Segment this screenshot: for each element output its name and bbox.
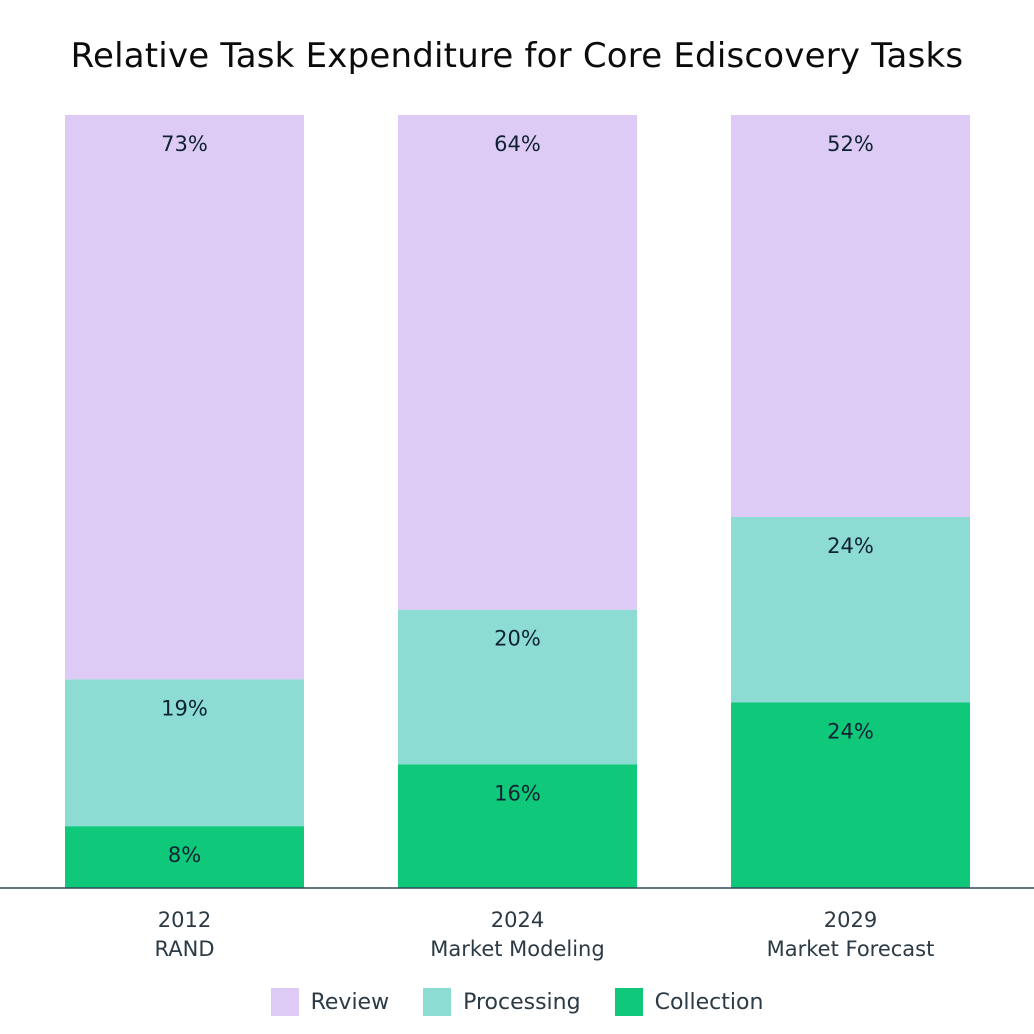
bar-segment-collection-2012 xyxy=(65,826,304,888)
legend-swatch-review xyxy=(270,988,299,1016)
legend-label-collection: Collection xyxy=(654,989,764,1015)
x-tick-label-source: Market Modeling xyxy=(430,937,604,961)
bar-segment-collection-2029 xyxy=(731,702,970,888)
data-label-processing-2029: 24% xyxy=(827,534,874,558)
legend-swatch-processing xyxy=(423,988,452,1016)
legend-label-review: Review xyxy=(310,989,390,1015)
x-tick-label-source: RAND xyxy=(155,937,215,961)
bar-segment-processing-2029 xyxy=(731,516,970,703)
x-tick-label-year: 2029 xyxy=(824,908,877,932)
data-label-review-2024: 64% xyxy=(494,132,541,156)
bar-segment-review-2029 xyxy=(731,115,970,517)
bar-segment-review-2012 xyxy=(65,115,304,680)
legend-item-collection: Collection xyxy=(614,988,764,1016)
data-label-collection-2024: 16% xyxy=(494,781,541,805)
x-tick-label-source: Market Forecast xyxy=(767,937,935,961)
bar-segment-processing-2012 xyxy=(65,679,304,827)
legend-item-processing: Processing xyxy=(423,988,581,1016)
x-tick-label-year: 2024 xyxy=(491,908,544,932)
legend-swatch-collection xyxy=(614,988,643,1016)
data-label-processing-2012: 19% xyxy=(161,696,208,720)
legend-label-processing: Processing xyxy=(463,989,581,1015)
data-label-processing-2024: 20% xyxy=(494,627,541,651)
data-label-collection-2012: 8% xyxy=(168,843,201,867)
x-tick-label-year: 2012 xyxy=(158,908,211,932)
legend-item-review: Review xyxy=(270,988,390,1016)
data-label-review-2012: 73% xyxy=(161,132,208,156)
bar-segment-processing-2024 xyxy=(398,609,637,765)
legend: Review Processing Collection xyxy=(0,988,1034,1016)
bar-segment-collection-2024 xyxy=(398,764,637,888)
chart-title: Relative Task Expenditure for Core Edisc… xyxy=(70,36,964,76)
bar-segment-review-2024 xyxy=(398,115,637,610)
data-label-collection-2029: 24% xyxy=(827,719,874,743)
data-label-review-2029: 52% xyxy=(827,132,874,156)
